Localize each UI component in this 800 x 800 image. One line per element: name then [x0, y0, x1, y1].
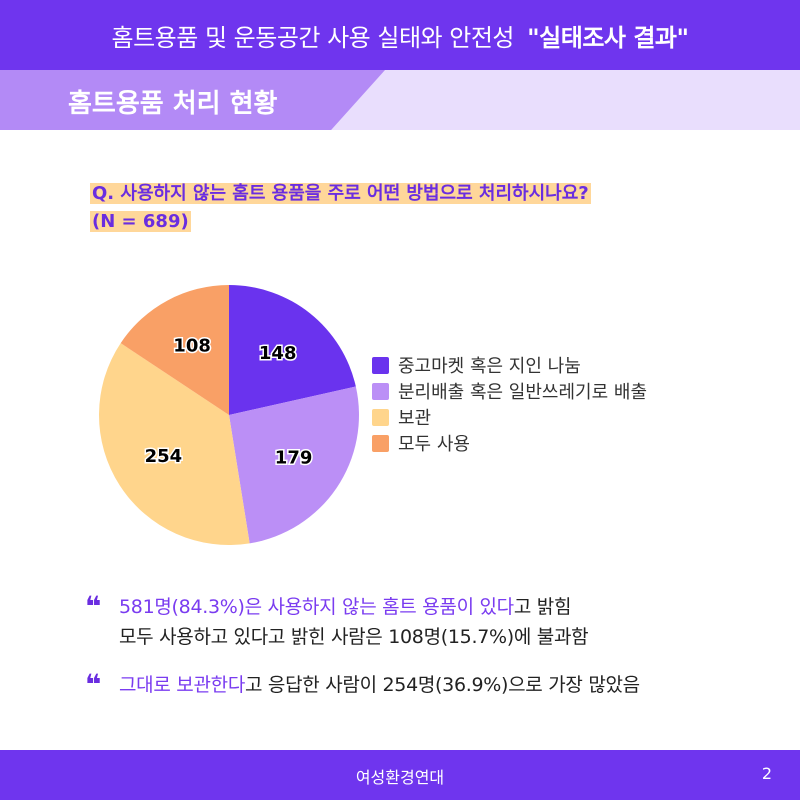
header-banner: 홈트용품 및 운동공간 사용 실태와 안전성 "실태조사 결과" [0, 0, 800, 70]
pie-slices [98, 285, 359, 546]
pie-label-0: 148 [259, 343, 297, 364]
question-text: Q. 사용하지 않는 홈트 용품을 주로 어떤 방법으로 처리하시나요? [90, 183, 591, 204]
section-tab: 홈트용품 처리 현황 [0, 70, 385, 130]
footer: 여성환경연대 2 [0, 750, 800, 800]
legend-item-1: 분리배출 혹은 일반쓰레기로 배출 [372, 378, 647, 404]
note-1-highlight: 581명(84.3%)은 사용하지 않는 홈트 용품이 있다 [119, 596, 514, 618]
survey-question: Q. 사용하지 않는 홈트 용품을 주로 어떤 방법으로 처리하시나요? (N … [90, 180, 720, 236]
note-1: ❝ 581명(84.3%)은 사용하지 않는 홈트 용품이 있다고 밝힘 모두 사… [85, 590, 589, 652]
legend-item-0: 중고마켓 혹은 지인 나눔 [372, 352, 647, 378]
pie-label-1: 179 [275, 448, 313, 469]
pie-slice-1 [229, 386, 359, 544]
footer-organization: 여성환경연대 [355, 768, 445, 787]
page-number: 2 [761, 764, 772, 783]
note-2-highlight: 그대로 보관한다 [119, 674, 246, 696]
pie-label-3: 108 [173, 335, 211, 356]
legend-label: 중고마켓 혹은 지인 나눔 [398, 356, 581, 377]
question-sample-size: (N = 689) [90, 211, 191, 232]
legend-swatch [372, 382, 389, 400]
legend-item-2: 보관 [372, 404, 647, 430]
legend-label: 모두 사용 [398, 434, 470, 455]
legend-swatch [372, 356, 389, 374]
legend-label: 분리배출 혹은 일반쓰레기로 배출 [398, 382, 648, 403]
pie-slice-2 [98, 343, 250, 546]
quote-mark-icon: ❝ [85, 590, 102, 623]
pie-labels: 148 179 254 108 [143, 334, 314, 470]
pie-slice-0 [229, 285, 356, 415]
legend-label: 보관 [398, 408, 432, 429]
pie-slice-3 [120, 285, 229, 415]
note-1-line2: 모두 사용하고 있다고 밝힌 사람은 108명(15.7%)에 불과함 [119, 626, 589, 648]
pie-label-2: 254 [145, 446, 183, 467]
page-title-emphasis: "실태조사 결과" [527, 24, 689, 52]
legend-swatch [372, 408, 389, 426]
legend-swatch [372, 434, 389, 452]
page-title-main: 홈트용품 및 운동공간 사용 실태와 안전성 [111, 24, 515, 52]
quote-mark-icon: ❝ [85, 668, 102, 701]
section-title: 홈트용품 처리 현황 [68, 89, 278, 119]
page-title: 홈트용품 및 운동공간 사용 실태와 안전성 "실태조사 결과" [0, 18, 800, 53]
legend-item-3: 모두 사용 [372, 430, 647, 456]
note-2-rest: 고 응답한 사람이 254명(36.9%)으로 가장 많았음 [245, 674, 640, 696]
note-1-rest: 고 밝힘 [513, 596, 572, 618]
note-2: ❝ 그대로 보관한다고 응답한 사람이 254명(36.9%)으로 가장 많았음 [85, 670, 640, 700]
